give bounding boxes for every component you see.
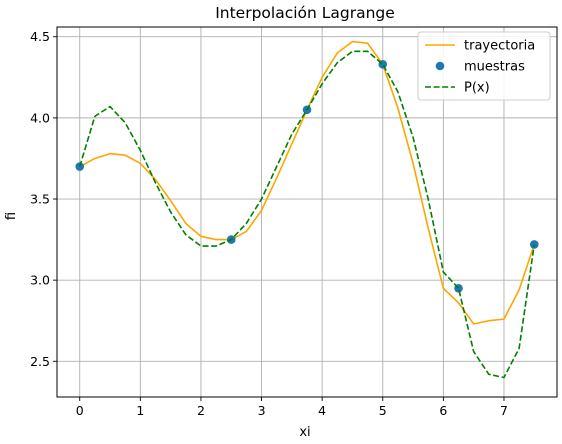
x-tick-label: 7 <box>500 403 508 418</box>
ticks: 0 1 2 3 4 5 6 7 2.5 3.0 3.5 4.0 4.5 <box>30 29 508 418</box>
y-axis-label: fi <box>4 212 19 220</box>
x-tick-label: 5 <box>379 403 387 418</box>
x-axis-label: xi <box>299 425 310 440</box>
sample-point <box>75 162 85 171</box>
x-tick-label: 0 <box>76 403 84 418</box>
x-tick-label: 6 <box>439 403 447 418</box>
interpolation-line <box>78 50 536 379</box>
legend-label: P(x) <box>464 81 490 96</box>
grid <box>57 27 557 397</box>
chart-title: Interpolación Lagrange <box>215 4 395 22</box>
legend-label: muestras <box>464 60 525 75</box>
y-tick-label: 4.0 <box>30 110 50 125</box>
series-layer <box>75 40 539 379</box>
y-tick-label: 2.5 <box>30 354 50 369</box>
x-tick-label: 1 <box>136 403 144 418</box>
x-tick-label: 4 <box>318 403 326 418</box>
legend-marker <box>435 61 445 71</box>
legend-box <box>417 31 551 101</box>
y-tick-label: 4.5 <box>30 29 50 44</box>
axes-frame <box>56 26 558 398</box>
x-tick-label: 3 <box>258 403 266 418</box>
legend: trayectoria muestras P(x) <box>417 31 551 101</box>
legend-label: trayectoria <box>464 39 535 54</box>
y-tick-label: 3.5 <box>30 192 50 207</box>
y-tick-label: 3.0 <box>30 273 50 288</box>
sample-point <box>529 240 539 249</box>
x-tick-label: 2 <box>197 403 205 418</box>
